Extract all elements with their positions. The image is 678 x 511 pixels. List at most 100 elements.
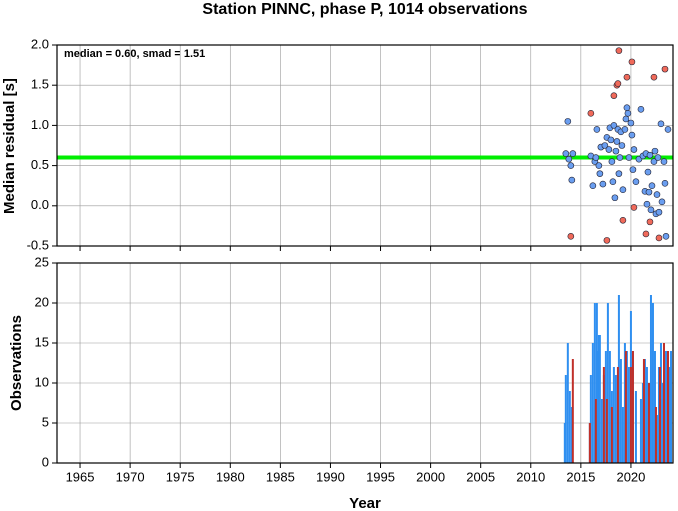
bar: [647, 383, 650, 463]
bar: [595, 303, 598, 463]
x-tick-label: 1965: [66, 469, 95, 484]
y-tick-label: 0.5: [31, 157, 49, 172]
y-tick-label: 2.0: [31, 36, 49, 51]
point: [647, 206, 655, 214]
point: [613, 138, 621, 145]
chart-title: Station PINNC, phase P, 1014 observation…: [202, 1, 527, 18]
bar: [623, 343, 626, 463]
point: [645, 188, 653, 196]
point: [630, 146, 638, 153]
bar: [619, 359, 622, 463]
point: [607, 136, 615, 144]
point: [611, 194, 619, 202]
point: [601, 142, 609, 149]
point: [651, 147, 659, 155]
bar: [659, 343, 662, 463]
x-tick-label: 1985: [266, 469, 295, 484]
bar: [639, 399, 642, 463]
annotation: median = 0.60, smad = 1.51: [64, 48, 205, 60]
bar: [597, 335, 600, 463]
bar: [654, 407, 657, 463]
y-tick-label: 5: [42, 414, 49, 429]
point: [609, 178, 617, 185]
point: [605, 146, 613, 153]
bar: [606, 303, 609, 463]
point: [587, 110, 595, 117]
point: [592, 154, 600, 161]
point: [664, 126, 672, 133]
point: [648, 182, 656, 189]
bar: [596, 351, 599, 463]
point: [619, 186, 627, 194]
point: [614, 80, 622, 87]
point: [662, 233, 670, 240]
point: [624, 110, 632, 117]
bar: [570, 407, 573, 463]
point: [616, 154, 624, 161]
point: [565, 155, 573, 163]
bar: [617, 295, 620, 463]
bar: [667, 367, 670, 463]
bar: [649, 295, 652, 463]
point: [621, 126, 629, 133]
frame: [56, 44, 674, 247]
point: [564, 118, 572, 125]
point: [623, 73, 631, 81]
point: [643, 200, 651, 208]
x-tick-label: 2015: [566, 469, 595, 484]
bar: [566, 343, 569, 463]
point: [593, 126, 601, 133]
bar: [664, 351, 667, 463]
point: [568, 176, 576, 184]
point: [650, 73, 658, 81]
point: [661, 65, 669, 73]
y-tick-label: 10: [35, 374, 49, 389]
plot-area: [563, 295, 672, 463]
bar: [604, 351, 607, 463]
point: [610, 122, 618, 129]
x-tick-label: 1975: [166, 469, 195, 484]
x-tick-label: 2005: [466, 469, 495, 484]
bar: [669, 351, 672, 463]
point: [612, 147, 620, 155]
bar: [589, 375, 592, 463]
bar: [657, 367, 660, 463]
bar: [642, 359, 645, 463]
point: [630, 204, 638, 211]
bar: [588, 423, 591, 463]
y-tick-label: -0.5: [27, 237, 49, 252]
point: [603, 237, 611, 244]
point: [569, 150, 577, 157]
bar: [658, 367, 661, 463]
bar: [593, 303, 596, 463]
point: [596, 170, 604, 177]
x-axis-label: Year: [349, 495, 381, 511]
bar: [614, 375, 617, 463]
point: [625, 154, 633, 161]
bar: [568, 391, 571, 463]
bar: [608, 351, 611, 463]
point: [657, 120, 665, 128]
x-tick-label: 2020: [616, 469, 645, 484]
point: [632, 178, 640, 185]
bar: [631, 351, 634, 463]
point: [637, 106, 645, 113]
x-tick-label: 1980: [216, 469, 245, 484]
point: [627, 119, 635, 127]
point: [567, 162, 575, 169]
point: [629, 166, 637, 173]
point: [646, 151, 654, 159]
point: [567, 233, 575, 240]
y-tick-label: 25: [35, 254, 49, 269]
y-tick-label: 0.0: [31, 197, 49, 212]
point: [608, 158, 616, 165]
bar: [602, 367, 605, 463]
x-tick-label: 1995: [366, 469, 395, 484]
y-tick-label: 15: [35, 334, 49, 349]
bar: [563, 423, 566, 463]
point: [661, 179, 669, 187]
bar: [605, 399, 608, 463]
point: [628, 58, 636, 66]
bar: [653, 351, 656, 463]
